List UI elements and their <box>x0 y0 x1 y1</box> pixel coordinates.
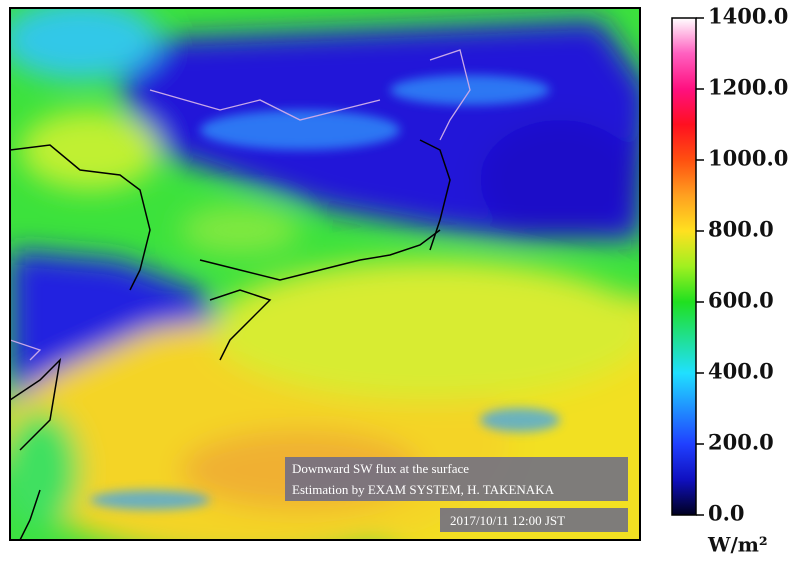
colorbar: 0.0 200.0 400.0 600.0 800.0 1000.0 1200.0 1400.… <box>671 4 788 526</box>
colorbar-tick-label: 200.0 <box>708 430 774 455</box>
colorbar-tick-label: 800.0 <box>708 217 774 242</box>
annotation-line: Downward SW flux at the surface <box>292 461 469 476</box>
colorbar-tick-label: 400.0 <box>708 359 774 384</box>
annotation-line: Estimation by EXAM SYSTEM, H. TAKENAKA <box>292 482 555 497</box>
timestamp: 2017/10/11 12:00 JST <box>450 513 565 528</box>
colorbar-tick-label: 1400.0 <box>708 4 788 29</box>
colorbar-tick-label: 0.0 <box>708 501 745 526</box>
annotation-box <box>285 457 628 501</box>
map-frame <box>9 7 641 541</box>
timestamp-box <box>440 508 628 532</box>
colorbar-gradient <box>671 17 697 516</box>
colorbar-unit: W/m² <box>707 533 768 557</box>
colorbar-tick-label: 1000.0 <box>708 146 788 171</box>
colorbar-tick-label: 600.0 <box>708 288 774 313</box>
colorbar-tick-label: 1200.0 <box>708 75 788 100</box>
